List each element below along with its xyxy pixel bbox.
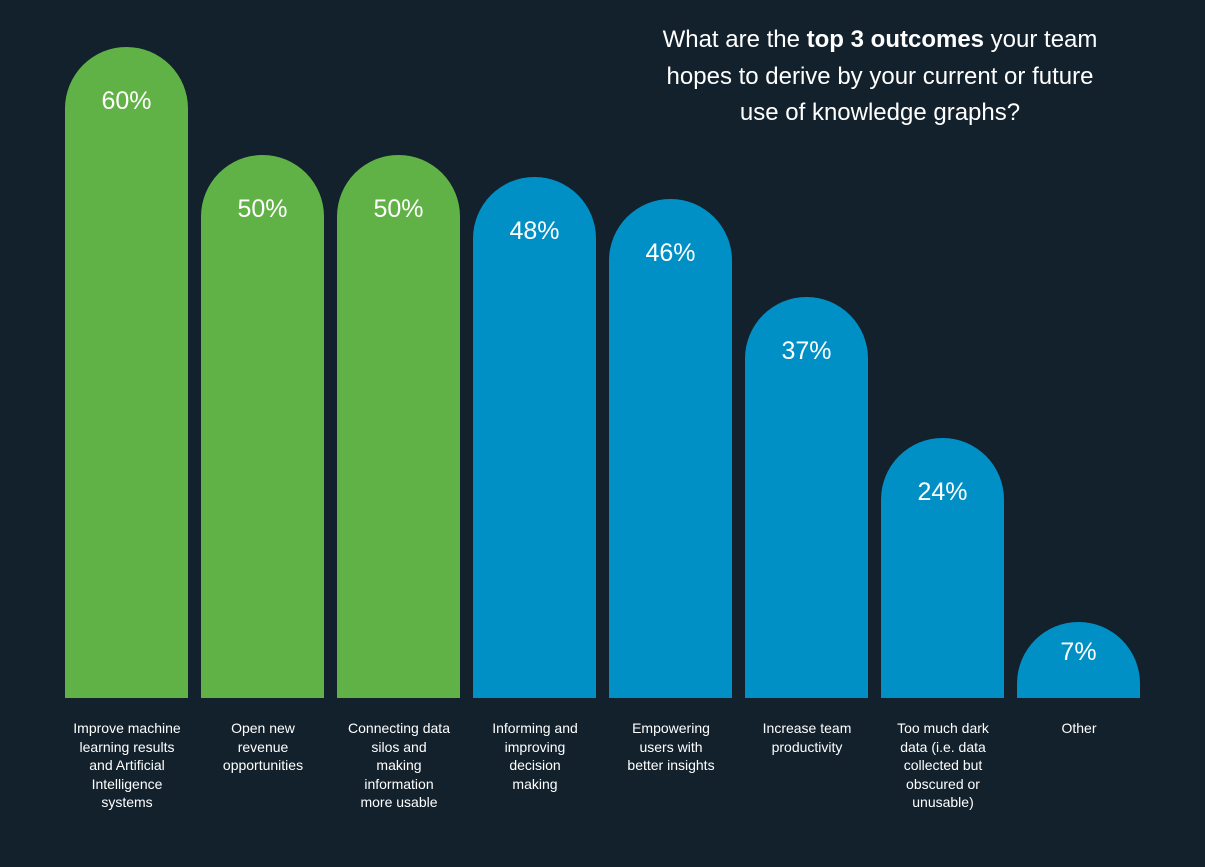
chart-title: What are the top 3 outcomes your team ho… (660, 22, 1100, 132)
chart-title-bold: top 3 outcomes (806, 26, 985, 53)
bar-empowering-users: 46% (609, 199, 732, 698)
bar-value-label-empowering-users: 46% (645, 239, 696, 267)
bar-value-label-improve-machine-learning: 60% (101, 87, 152, 115)
bar-value-label-too-much-dark-data: 24% (917, 478, 968, 506)
bar-value-label-open-new-revenue: 50% (237, 195, 288, 223)
bar-increase-team-productivity: 37% (745, 297, 868, 698)
bar-value-label-increase-team-productivity: 37% (781, 337, 832, 365)
chart-title-prefix: What are the (662, 26, 807, 53)
bar-too-much-dark-data: 24% (881, 438, 1004, 698)
bar-value-label-connecting-data-silos: 50% (373, 195, 424, 223)
bar-value-label-other: 7% (1060, 638, 1097, 666)
bar-category-label-empowering-users: Empowering users with better insights (627, 720, 715, 773)
bar-open-new-revenue: 50% (201, 155, 324, 698)
chart-title-suffix: your team hopes to derive by your curren… (666, 26, 1098, 126)
bar-value-label-informing-decision-making: 48% (509, 217, 560, 245)
bar-category-label-increase-team-productivity: Increase team productivity (762, 720, 852, 755)
bar-category-label-open-new-revenue: Open new revenue opportunities (222, 720, 304, 773)
bar-category-label-other: Other (1061, 720, 1097, 736)
bar-category-label-informing-decision-making: Informing and improving decision making (492, 720, 578, 792)
bar-informing-decision-making: 48% (473, 177, 596, 698)
bar-improve-machine-learning: 60% (65, 47, 188, 698)
bar-category-label-connecting-data-silos: Connecting data silos and making informa… (348, 720, 450, 810)
bar-other: 7% (1017, 622, 1140, 698)
bar-connecting-data-silos: 50% (337, 155, 460, 698)
bar-category-label-improve-machine-learning: Improve machine learning results and Art… (73, 720, 181, 810)
bar-category-label-too-much-dark-data: Too much dark data (i.e. data collected … (897, 720, 989, 810)
